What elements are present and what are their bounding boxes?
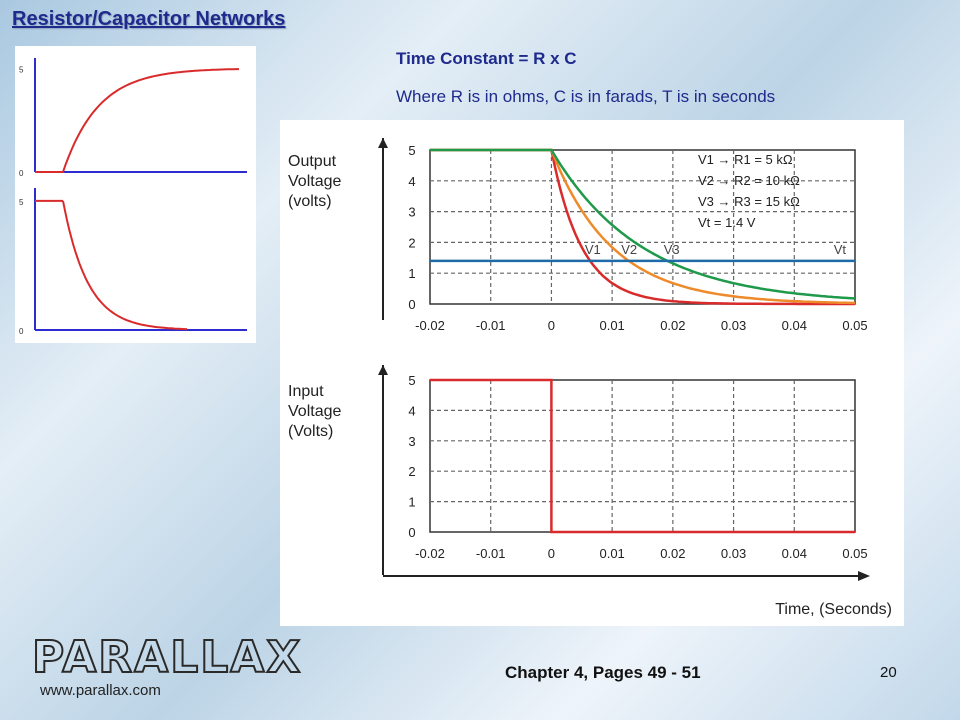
left-plot-curve [35,199,187,331]
chapter-reference: Chapter 4, Pages 49 - 51 [505,663,701,682]
left-plot-y-tick: 5 [19,198,24,207]
time-constant-title: Time Constant = R x C [396,49,577,68]
input-y-tick: 1 [408,495,415,510]
output-y-arrowhead [378,138,388,148]
output-y-tick: 4 [408,174,415,189]
input-ylabel: (Volts) [288,423,333,440]
input-y-tick: 3 [408,434,415,449]
curve-label: V1 [585,242,601,257]
input-frame [429,379,856,533]
input-ylabel: Input [288,383,324,400]
output-x-tick: 0.01 [599,318,624,333]
input-x-tick: -0.02 [415,546,445,561]
input-x-tick: -0.01 [476,546,506,561]
input-x-tick: 0 [548,546,555,561]
output-ylabel: Voltage [288,173,341,190]
input-x-tick: 0.01 [599,546,624,561]
curve-label: Vt [834,242,847,257]
time-x-arrowhead [858,571,870,581]
logo-url: www.parallax.com [40,682,161,699]
rc-chart-panel: Output Voltage (volts) 0 1 2 3 4 5 -0.02 -0.01 0 0.0… [280,120,904,626]
time-xlabel: Time, (Seconds) [775,601,892,618]
output-y-tick: 1 [408,266,415,281]
series-v3 [430,148,856,300]
series-v2 [430,148,856,305]
series-v1 [430,148,855,306]
input-x-tick: 0.05 [842,546,867,561]
curve-label: V3 [664,242,680,257]
input-x-tick: 0.03 [721,546,746,561]
input-y-tick: 4 [408,403,415,418]
output-y-tick: 3 [408,205,415,220]
output-x-tick: -0.02 [415,318,445,333]
legend-entry: V1 → R1 = 5 kΩ [698,152,793,167]
time-constant-note: Where R is in ohms, C is in farads, T is… [396,87,776,106]
input-y-arrowhead [378,365,388,375]
input-y-tick: 5 [408,373,415,388]
rc-chart-svg: Output Voltage (volts) 0 1 2 3 4 5 -0.02 -0.01 0 0.0… [288,138,892,618]
left-plots-svg: 5 0 5 0 [19,58,247,336]
input-ylabel: Voltage [288,403,341,420]
legend-entry: V2 → R2 = 10 kΩ [698,173,800,188]
input-y-tick: 0 [408,525,415,540]
output-x-tick: 0 [548,318,555,333]
page-number: 20 [880,664,897,681]
series-input [430,378,855,534]
legend-entry: V3 → R3 = 15 kΩ [698,194,800,209]
input-y-tick: 2 [408,464,415,479]
curve-label: V2 [621,242,637,257]
parallax-logo: PARALLAX [32,632,302,680]
left-plot-y-tick: 5 [19,65,24,74]
output-x-tick: 0.05 [842,318,867,333]
slide-title: Resistor/Capacitor Networks [12,8,286,30]
output-x-tick: -0.01 [476,318,506,333]
left-plot-y-tick: 0 [19,327,24,336]
output-frame [429,149,856,305]
output-ylabel: Output [288,153,337,170]
output-y-tick: 5 [408,143,415,158]
logo-text: PARALLAX [32,632,302,680]
left-plots-panel: 5 0 5 0 [15,46,256,343]
left-plot-y-tick: 0 [19,169,24,178]
output-y-tick: 0 [408,297,415,312]
input-x-tick: 0.02 [660,546,685,561]
output-x-tick: 0.03 [721,318,746,333]
output-x-tick: 0.04 [782,318,807,333]
legend-entry: Vt = 1.4 V [698,215,756,230]
output-x-tick: 0.02 [660,318,685,333]
input-x-tick: 0.04 [782,546,807,561]
left-plot-curve [35,68,239,173]
output-y-tick: 2 [408,235,415,250]
output-ylabel: (volts) [288,193,332,210]
